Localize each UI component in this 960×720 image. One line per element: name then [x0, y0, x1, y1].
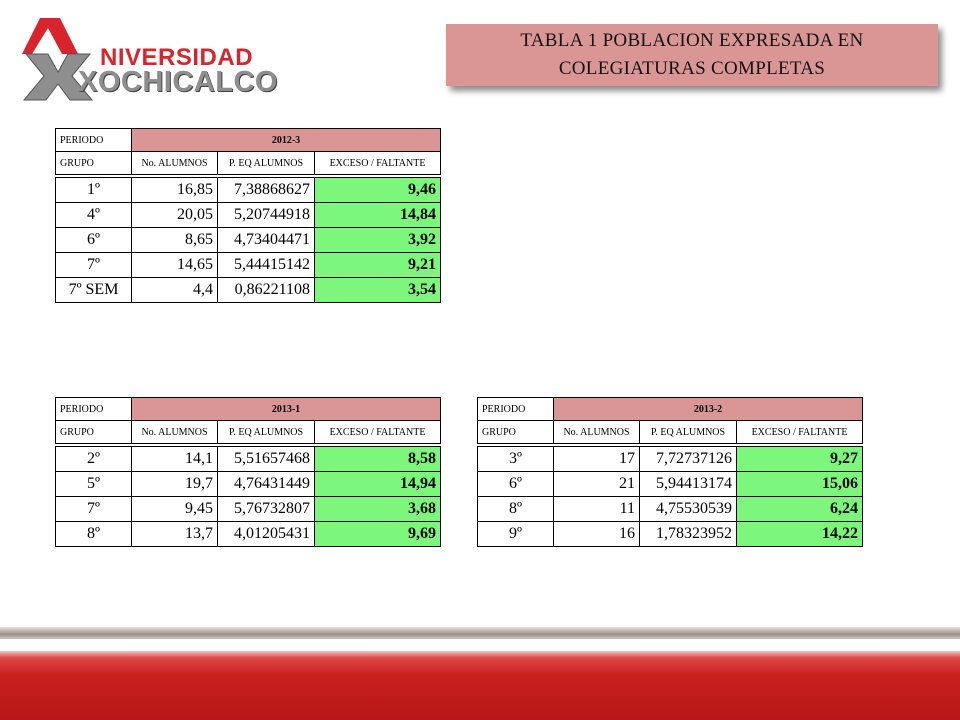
equivalente-cell: 4,75530539	[639, 496, 737, 522]
equivalente-cell: 5,20744918	[217, 202, 315, 228]
table-row: 1º 16,85 7,38868627 9,46	[55, 177, 441, 203]
alumnos-cell: 16,85	[131, 177, 218, 203]
periodo-label: PERIODO	[55, 397, 132, 421]
grupo-cell: 6º	[477, 471, 554, 497]
exceso-cell: 9,27	[736, 446, 863, 472]
grupo-cell: 3º	[477, 446, 554, 472]
periodo-label: PERIODO	[477, 397, 554, 421]
equivalente-cell: 5,76732807	[217, 496, 315, 522]
table-row: 7º 9,45 5,76732807 3,68	[55, 496, 441, 522]
page-title: TABLA 1 POBLACION EXPRESADA EN COLEGIATU…	[446, 24, 938, 86]
grupo-cell: 6º	[55, 227, 132, 253]
grupo-header: GRUPO	[477, 420, 554, 444]
grupo-cell: 1º	[55, 177, 132, 203]
table-row: 7º 14,65 5,44415142 9,21	[55, 252, 441, 278]
alumnos-cell: 14,1	[131, 446, 218, 472]
alumnos-cell: 11	[553, 496, 640, 522]
university-logo: NIVERSIDAD XOCHICALCO	[18, 14, 278, 104]
grupo-header: GRUPO	[55, 420, 132, 444]
grupo-cell: 7º SEM	[55, 277, 132, 303]
exceso-cell: 9,21	[314, 252, 441, 278]
equivalente-cell: 7,38868627	[217, 177, 315, 203]
alumnos-cell: 20,05	[131, 202, 218, 228]
grupo-cell: 8º	[55, 521, 132, 547]
exceso-cell: 8,58	[314, 446, 441, 472]
logo-text-line1: NIVERSIDAD	[100, 44, 254, 71]
grupo-cell: 4º	[55, 202, 132, 228]
alumnos-cell: 14,65	[131, 252, 218, 278]
footer-gray-band	[0, 627, 960, 639]
alumnos-cell: 19,7	[131, 471, 218, 497]
grupo-cell: 7º	[55, 252, 132, 278]
exceso-cell: 14,22	[736, 521, 863, 547]
exceso-header: EXCESO / FALTANTE	[314, 420, 441, 444]
table-row: 3º 17 7,72737126 9,27	[477, 446, 863, 472]
equivalente-cell: 5,94413174	[639, 471, 737, 497]
exceso-cell: 15,06	[736, 471, 863, 497]
exceso-header: EXCESO / FALTANTE	[314, 151, 441, 175]
periodo-value: 2013-1	[131, 397, 441, 421]
exceso-cell: 9,46	[314, 177, 441, 203]
table-row: 9º 16 1,78323952 14,22	[477, 521, 863, 547]
table-row: 8º 13,7 4,01205431 9,69	[55, 521, 441, 547]
periodo-value: 2012-3	[131, 128, 441, 152]
alumnos-cell: 13,7	[131, 521, 218, 547]
footer-red-band	[0, 651, 960, 720]
alumnos-cell: 9,45	[131, 496, 218, 522]
exceso-header: EXCESO / FALTANTE	[736, 420, 863, 444]
title-line2: COLEGIATURAS COMPLETAS	[558, 58, 826, 79]
periodo-value: 2013-2	[553, 397, 863, 421]
equivalente-header: P. EQ ALUMNOS	[639, 420, 737, 444]
alumnos-cell: 8,65	[131, 227, 218, 253]
alumnos-header: No. ALUMNOS	[131, 420, 218, 444]
alumnos-cell: 17	[553, 446, 640, 472]
equivalente-header: P. EQ ALUMNOS	[217, 420, 315, 444]
logo-mark-icon	[22, 18, 94, 101]
equivalente-cell: 1,78323952	[639, 521, 737, 547]
exceso-cell: 3,68	[314, 496, 441, 522]
exceso-cell: 3,92	[314, 227, 441, 253]
title-line1: TABLA 1 POBLACION EXPRESADA EN	[520, 30, 864, 51]
grupo-cell: 9º	[477, 521, 554, 547]
grupo-header: GRUPO	[55, 151, 132, 175]
logo-text-line2: XOCHICALCO	[78, 66, 278, 98]
table-row: 2º 14,1 5,51657468 8,58	[55, 446, 441, 472]
table-row: 5º 19,7 4,76431449 14,94	[55, 471, 441, 497]
periodo-label: PERIODO	[55, 128, 132, 152]
exceso-cell: 14,84	[314, 202, 441, 228]
equivalente-cell: 5,51657468	[217, 446, 315, 472]
alumnos-cell: 4,4	[131, 277, 218, 303]
equivalente-cell: 0,86221108	[217, 277, 315, 303]
table-row: 8º 11 4,75530539 6,24	[477, 496, 863, 522]
table-row: 6º 21 5,94413174 15,06	[477, 471, 863, 497]
alumnos-cell: 16	[553, 521, 640, 547]
alumnos-header: No. ALUMNOS	[553, 420, 640, 444]
equivalente-cell: 7,72737126	[639, 446, 737, 472]
grupo-cell: 7º	[55, 496, 132, 522]
alumnos-cell: 21	[553, 471, 640, 497]
grupo-cell: 5º	[55, 471, 132, 497]
equivalente-cell: 4,73404471	[217, 227, 315, 253]
grupo-cell: 2º	[55, 446, 132, 472]
table-row: 7º SEM 4,4 0,86221108 3,54	[55, 277, 441, 303]
equivalente-cell: 5,44415142	[217, 252, 315, 278]
table-2013-1: PERIODO 2013-1 GRUPO No. ALUMNOS P. EQ A…	[55, 397, 441, 547]
table-row: 6º 8,65 4,73404471 3,92	[55, 227, 441, 253]
table-row: 4º 20,05 5,20744918 14,84	[55, 202, 441, 228]
equivalente-cell: 4,76431449	[217, 471, 315, 497]
table-2012-3: PERIODO 2012-3 GRUPO No. ALUMNOS P. EQ A…	[55, 128, 441, 303]
exceso-cell: 14,94	[314, 471, 441, 497]
equivalente-header: P. EQ ALUMNOS	[217, 151, 315, 175]
exceso-cell: 6,24	[736, 496, 863, 522]
equivalente-cell: 4,01205431	[217, 521, 315, 547]
grupo-cell: 8º	[477, 496, 554, 522]
table-2013-2: PERIODO 2013-2 GRUPO No. ALUMNOS P. EQ A…	[477, 397, 863, 547]
exceso-cell: 9,69	[314, 521, 441, 547]
exceso-cell: 3,54	[314, 277, 441, 303]
alumnos-header: No. ALUMNOS	[131, 151, 218, 175]
